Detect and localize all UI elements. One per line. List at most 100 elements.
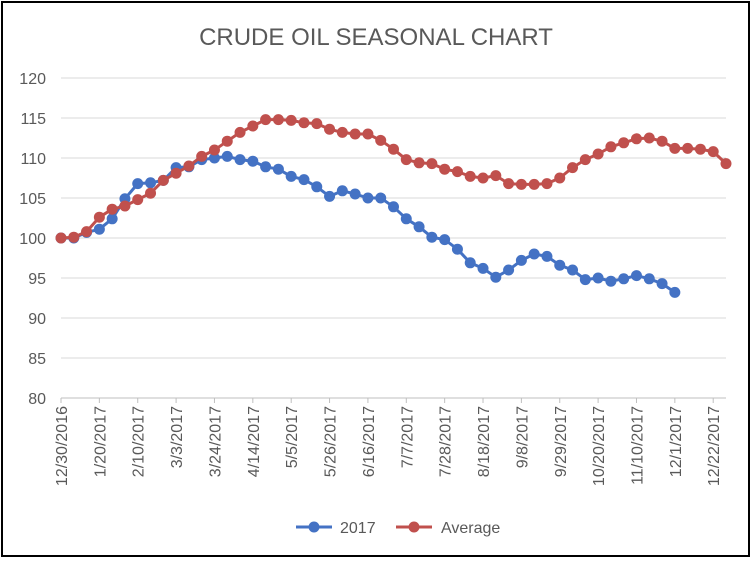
y-tick-label: 85: [28, 351, 46, 368]
legend-item: 2017: [296, 520, 376, 537]
data-point: [324, 123, 336, 135]
data-point: [349, 128, 361, 140]
data-point: [554, 172, 566, 184]
data-point: [451, 166, 463, 178]
data-point: [196, 150, 208, 162]
data-point: [567, 264, 579, 276]
x-tick-label: 9/8/2017: [514, 406, 531, 468]
data-point: [221, 135, 233, 147]
data-point: [68, 231, 80, 243]
data-point: [618, 273, 630, 285]
data-point: [157, 174, 169, 186]
series-average: [55, 114, 732, 244]
data-point: [541, 178, 553, 190]
x-tick-label: 8/18/2017: [476, 406, 493, 477]
legend-swatch-marker: [408, 521, 420, 533]
data-point: [145, 187, 157, 199]
data-point: [170, 167, 182, 179]
data-point: [554, 259, 566, 271]
data-point: [426, 158, 438, 170]
data-point: [132, 178, 144, 190]
data-point: [272, 114, 284, 126]
y-tick-label: 95: [28, 271, 46, 288]
data-point: [541, 250, 553, 262]
data-point: [656, 135, 668, 147]
data-point: [81, 226, 93, 238]
data-point: [426, 231, 438, 243]
legend-label: Average: [441, 520, 500, 537]
y-axis-tick-labels: 80 85 90 95 100 105 110 115 120: [19, 71, 46, 408]
data-point: [400, 213, 412, 225]
x-tick-label: 1/20/2017: [92, 406, 109, 477]
data-point: [362, 128, 374, 140]
data-point: [413, 221, 425, 233]
data-point: [106, 203, 118, 215]
data-point: [106, 213, 118, 225]
data-point: [669, 142, 681, 154]
x-tick-label: 3/3/2017: [169, 406, 186, 468]
data-point: [388, 201, 399, 213]
data-point: [349, 188, 361, 200]
axes: [60, 397, 726, 403]
y-tick-label: 90: [28, 311, 46, 328]
x-tick-label: 12/22/2017: [706, 406, 723, 486]
data-point: [605, 275, 617, 287]
data-point: [643, 132, 655, 144]
legend-swatch-marker: [308, 521, 320, 533]
y-tick-label: 80: [28, 391, 46, 408]
y-tick-label: 120: [19, 71, 46, 88]
data-point: [234, 154, 246, 166]
chart-title: CRUDE OIL SEASONAL CHART: [199, 24, 553, 51]
x-tick-label: 5/26/2017: [323, 406, 340, 477]
data-point: [375, 134, 387, 146]
data-point: [260, 161, 272, 173]
data-point: [515, 178, 527, 190]
data-point: [605, 141, 617, 153]
x-tick-label: 7/28/2017: [438, 406, 455, 477]
data-point: [656, 278, 668, 290]
data-point: [413, 157, 425, 169]
data-point: [208, 144, 220, 156]
x-tick-label: 12/30/2016: [54, 406, 71, 486]
data-point: [464, 170, 476, 182]
data-point: [285, 170, 297, 182]
x-tick-label: 5/5/2017: [284, 406, 301, 468]
data-point: [515, 254, 527, 266]
data-point: [528, 178, 540, 190]
data-point: [285, 114, 297, 126]
data-point: [630, 270, 642, 282]
x-tick-label: 10/20/2017: [591, 406, 608, 486]
y-tick-label: 105: [19, 191, 46, 208]
data-point: [298, 174, 310, 186]
y-tick-label: 115: [20, 111, 46, 128]
data-point: [132, 194, 144, 206]
data-point: [439, 163, 451, 175]
data-point: [298, 117, 310, 129]
data-point: [221, 150, 233, 162]
data-point: [490, 271, 502, 283]
data-point: [490, 170, 502, 182]
data-point: [375, 192, 387, 204]
x-tick-label: 9/29/2017: [553, 406, 570, 477]
data-point: [388, 143, 399, 155]
data-point: [567, 162, 579, 174]
data-point: [464, 257, 476, 269]
data-point: [260, 114, 272, 126]
data-point: [400, 154, 412, 166]
y-tick-label: 110: [20, 151, 46, 168]
data-point: [362, 192, 374, 204]
series-line: [61, 154, 676, 294]
data-point: [439, 234, 451, 246]
data-point: [55, 232, 67, 244]
data-point: [451, 243, 463, 255]
series-2017: [55, 150, 681, 298]
data-point: [592, 148, 604, 160]
x-tick-label: 7/7/2017: [399, 406, 416, 468]
x-tick-label: 4/14/2017: [246, 406, 263, 477]
x-tick-label: 2/10/2017: [131, 406, 148, 477]
data-point: [208, 152, 220, 164]
data-point: [311, 118, 323, 130]
legend-item: Average: [396, 520, 500, 537]
data-point: [324, 190, 336, 202]
